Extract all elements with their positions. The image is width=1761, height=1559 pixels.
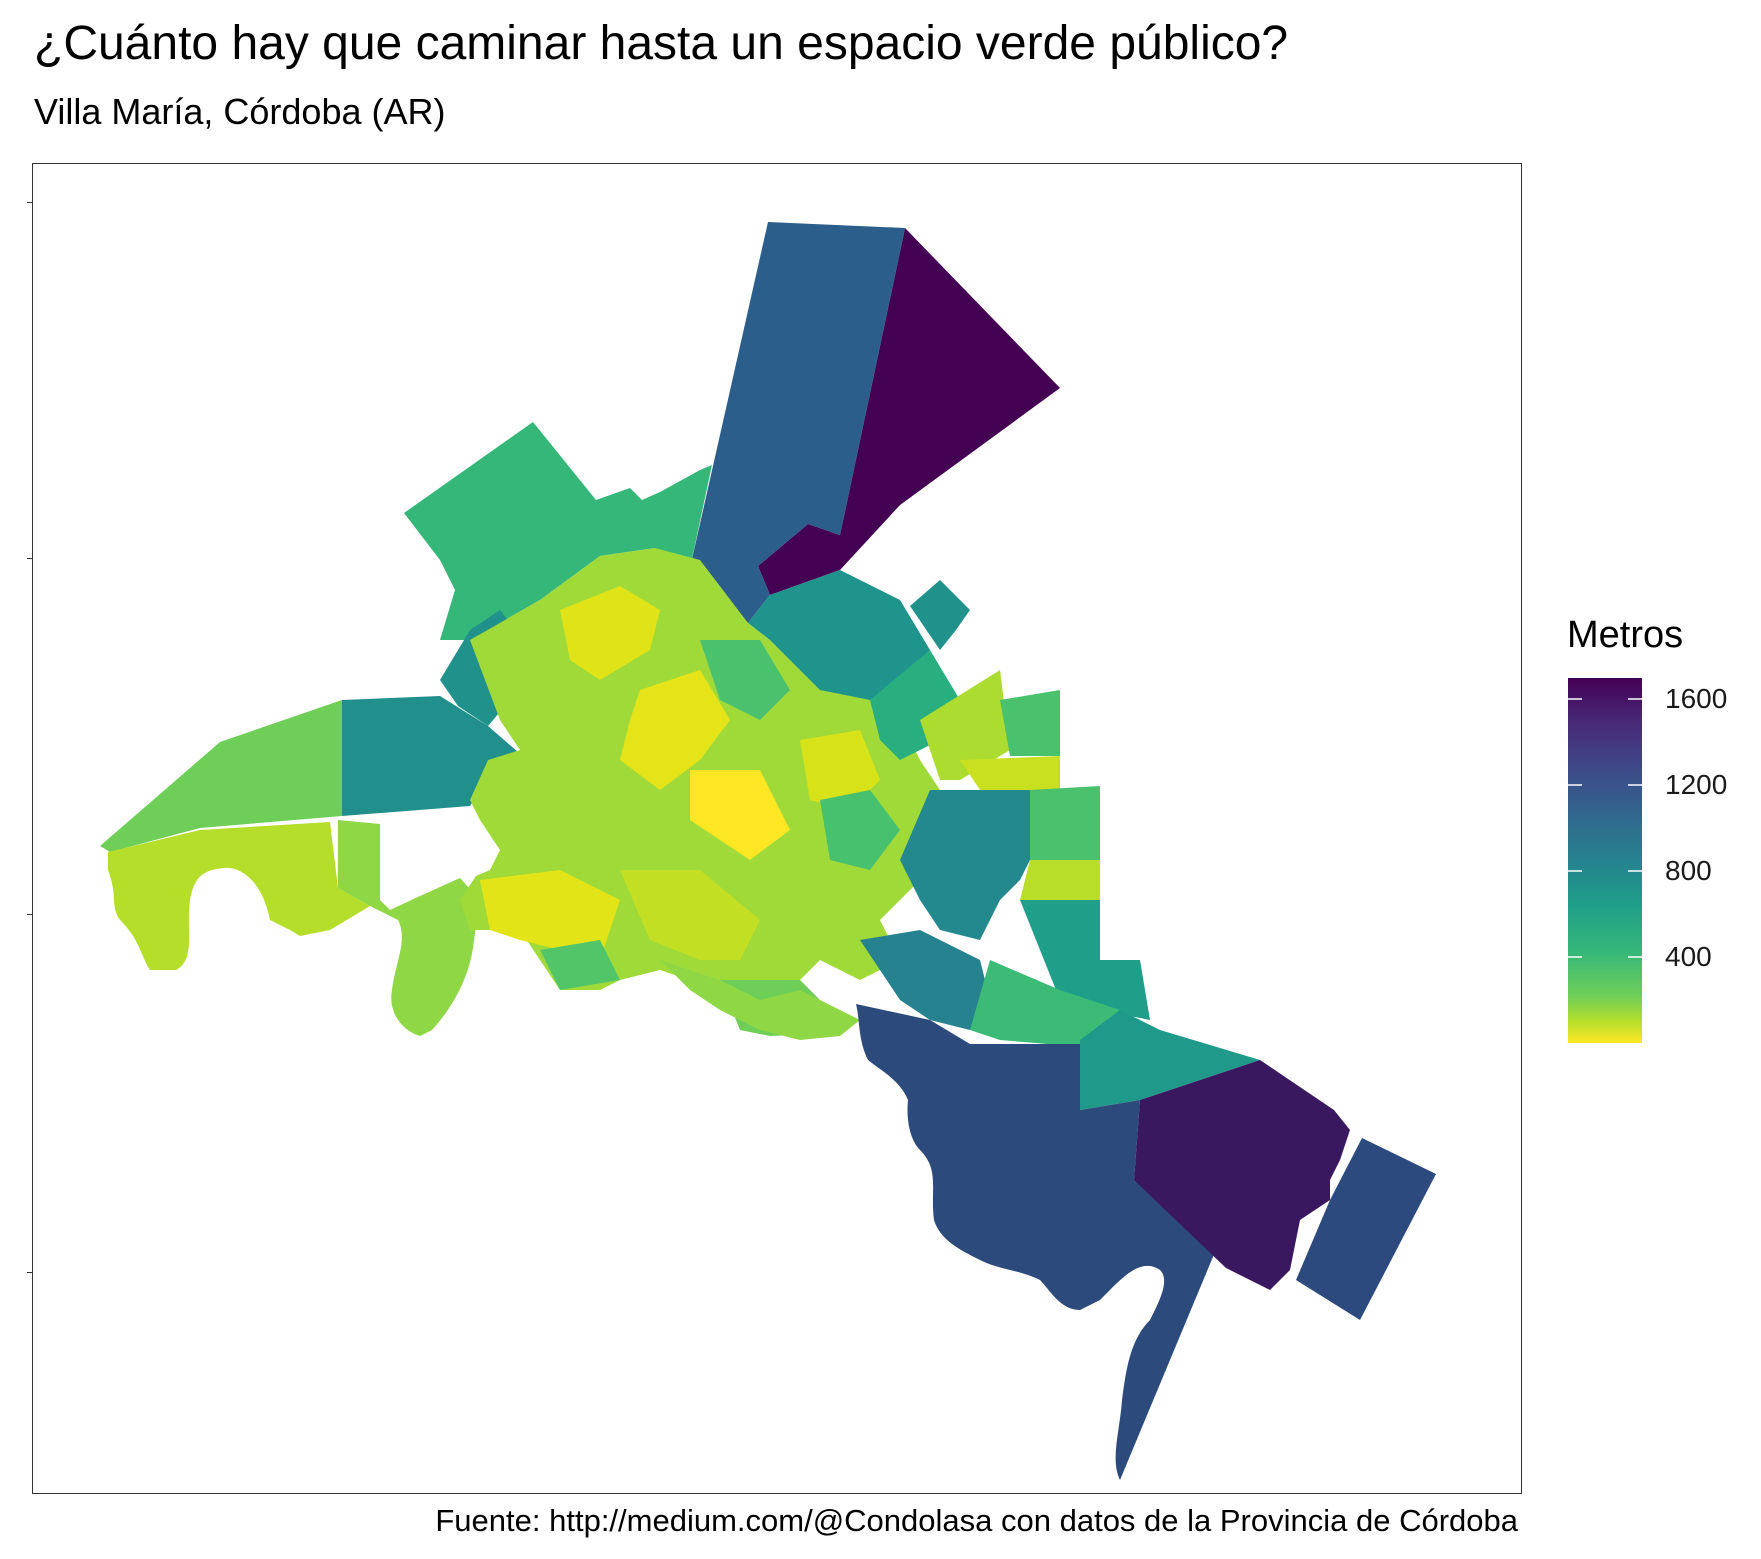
legend-label-400: 400 [1665, 941, 1712, 972]
region-north-east-teal-2 [910, 580, 970, 650]
region-core-yellow-3 [690, 770, 790, 860]
page-subtitle: Villa María, Córdoba (AR) [34, 91, 446, 132]
region-north-tract [758, 228, 1060, 595]
region-east-purple [1134, 1060, 1350, 1290]
region-core-yellow-2 [620, 670, 730, 790]
region-east-green-3 [1030, 786, 1100, 860]
region-north-west-tract [690, 222, 905, 623]
region-east-teal-3 [900, 790, 1030, 940]
region-south-east-teal [1080, 1010, 1260, 1110]
legend-colorbar [1568, 678, 1642, 1043]
axis-tick [27, 202, 32, 204]
region-center-south-green [970, 960, 1120, 1050]
axis-tick [27, 558, 32, 560]
region-east-yellow-2 [960, 756, 1060, 790]
region-core-yellow-5 [480, 870, 620, 960]
region-far-west [100, 700, 342, 852]
region-center-green-3 [540, 940, 620, 990]
map-panel [32, 163, 1522, 1494]
legend-label-1600: 1600 [1665, 683, 1728, 714]
region-center-south-teal [860, 930, 990, 1030]
region-core-yellow-6 [620, 870, 760, 960]
region-south-lobe [660, 960, 860, 1040]
axis-tick [27, 914, 32, 916]
region-core-yellow [560, 586, 660, 680]
region-core-yellow-4 [800, 730, 880, 810]
region-north-east-teal [748, 570, 930, 700]
map-regions [100, 222, 1436, 1480]
region-east-yellow-3 [1020, 860, 1100, 900]
legend-label-800: 800 [1665, 855, 1712, 886]
region-center-green-2 [820, 790, 900, 870]
page-title: ¿Cuánto hay que caminar hasta un espacio… [34, 17, 1289, 70]
region-far-east [1296, 1138, 1436, 1320]
axis-tick [27, 1272, 32, 1274]
region-west-teal-2 [342, 696, 518, 816]
region-north-west-green [404, 422, 712, 640]
region-east-teal-4 [1020, 900, 1150, 1020]
legend-gradient [1568, 678, 1642, 1043]
region-south-west [108, 822, 370, 970]
legend-label-1200: 1200 [1665, 769, 1728, 800]
source-caption: Fuente: http://medium.com/@Condolasa con… [435, 1503, 1518, 1538]
region-south-west-2 [338, 820, 480, 1036]
region-center-green [700, 640, 790, 720]
region-south-east-large [856, 1004, 1220, 1480]
region-east-yellow-green [920, 670, 1010, 780]
legend-title: Metros [1567, 614, 1684, 656]
region-east-green-2 [1000, 690, 1060, 756]
